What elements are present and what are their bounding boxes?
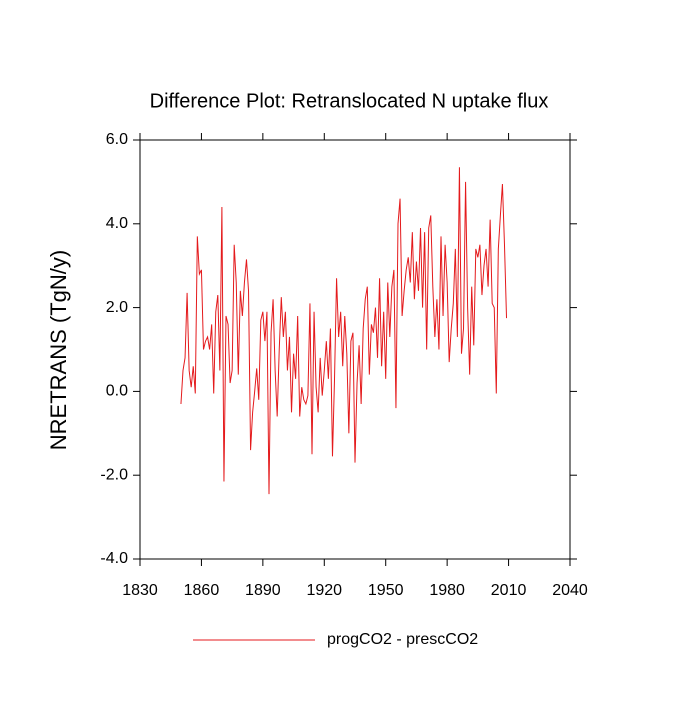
x-tick-label: 1890: [245, 582, 281, 599]
y-tick-label: -4.0: [100, 550, 128, 567]
y-tick-label: 6.0: [106, 131, 128, 148]
y-tick-label: 2.0: [106, 299, 128, 316]
x-tick-label: 2010: [491, 582, 527, 599]
data-line: [180, 167, 508, 495]
y-tick-label: -2.0: [100, 466, 128, 483]
x-tick-label: 1830: [122, 582, 158, 599]
y-tick-label: 4.0: [106, 215, 128, 232]
chart-title: Difference Plot: Retranslocated N uptake…: [150, 90, 549, 112]
x-tick-label: 1950: [368, 582, 404, 599]
x-tick-label: 2040: [552, 582, 588, 599]
plot-frame: [139, 139, 571, 560]
x-tick-label: 1920: [306, 582, 342, 599]
x-tick-label: 1860: [184, 582, 220, 599]
legend-label: progCO2 - prescCO2: [327, 631, 478, 648]
y-tick-label: 0.0: [106, 383, 128, 400]
y-axis-label: NRETRANS (TgN/y): [46, 250, 71, 450]
x-tick-label: 1980: [429, 582, 465, 599]
